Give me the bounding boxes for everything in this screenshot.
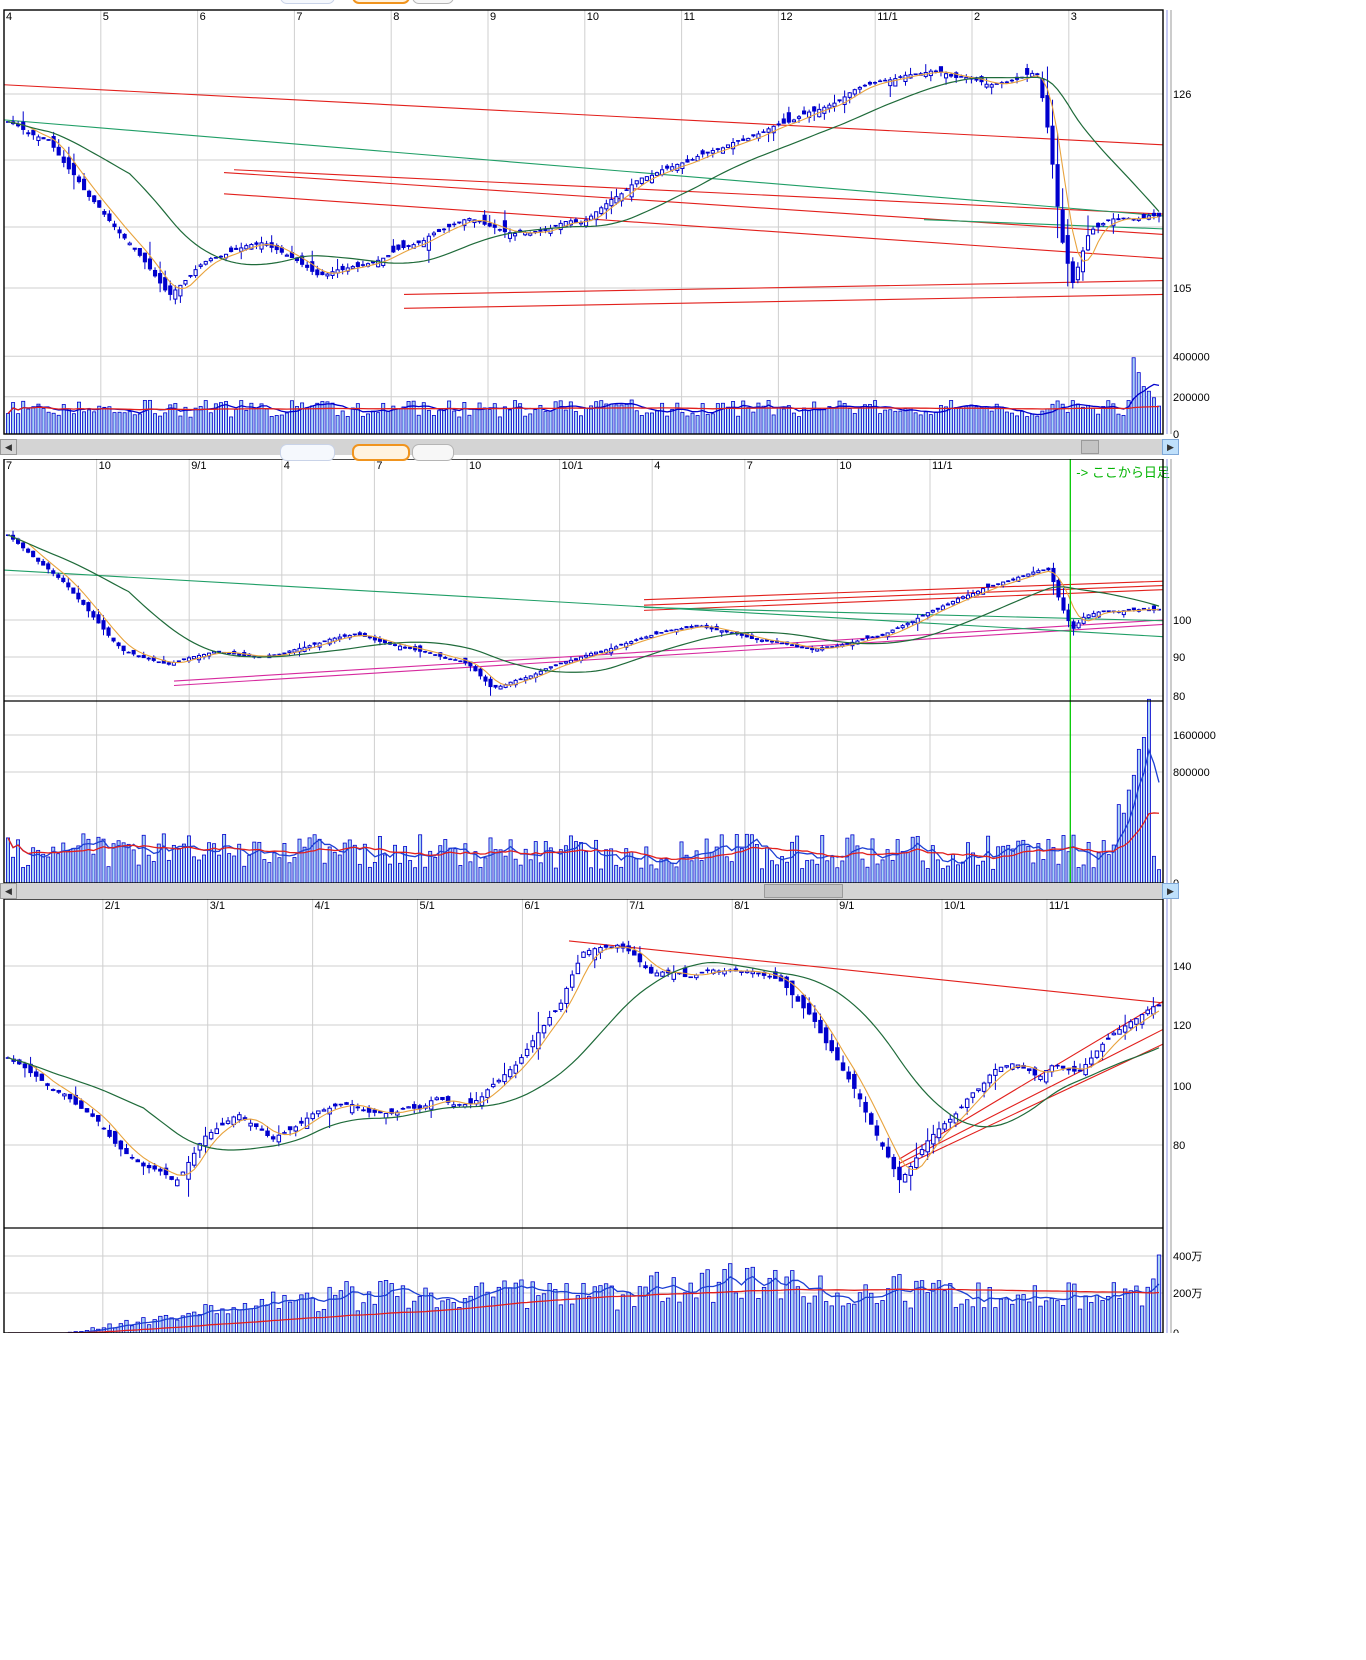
svg-text:7: 7: [296, 11, 302, 23]
svg-text:8/1: 8/1: [734, 900, 749, 912]
svg-text:126: 126: [1173, 89, 1191, 101]
svg-text:400万: 400万: [1173, 1251, 1202, 1263]
svg-text:11: 11: [684, 11, 695, 23]
svg-text:6/1: 6/1: [524, 900, 539, 912]
svg-text:9/1: 9/1: [191, 460, 206, 472]
svg-text:7: 7: [376, 460, 382, 472]
svg-text:11/1: 11/1: [1049, 900, 1070, 912]
svg-text:10: 10: [99, 460, 111, 472]
svg-text:0: 0: [1173, 429, 1179, 439]
svg-text:5: 5: [103, 11, 109, 23]
svg-text:2: 2: [974, 11, 980, 23]
svg-text:6: 6: [200, 11, 206, 23]
svg-text:120: 120: [1173, 1020, 1191, 1032]
svg-text:7/1: 7/1: [629, 900, 644, 912]
svg-text:4/1: 4/1: [315, 900, 330, 912]
svg-text:200000: 200000: [1173, 392, 1210, 404]
svg-text:9: 9: [490, 11, 496, 23]
svg-text:3: 3: [1071, 11, 1077, 23]
svg-text:4: 4: [284, 460, 290, 472]
svg-text:10/1: 10/1: [562, 460, 583, 472]
svg-text:400000: 400000: [1173, 351, 1210, 363]
svg-text:80: 80: [1173, 691, 1185, 703]
svg-text:105: 105: [1173, 283, 1191, 295]
svg-text:100: 100: [1173, 615, 1191, 627]
svg-text:100: 100: [1173, 1081, 1191, 1093]
svg-text:90: 90: [1173, 652, 1185, 664]
svg-text:800000: 800000: [1173, 767, 1210, 779]
svg-text:9/1: 9/1: [839, 900, 854, 912]
svg-text:10: 10: [469, 460, 481, 472]
svg-text:11/1: 11/1: [877, 11, 898, 23]
svg-text:0: 0: [1173, 1328, 1179, 1333]
svg-text:4: 4: [6, 11, 12, 23]
svg-text:5/1: 5/1: [420, 900, 435, 912]
svg-text:11/1: 11/1: [932, 460, 953, 472]
svg-text:10: 10: [839, 460, 851, 472]
svg-text:140: 140: [1173, 961, 1191, 973]
svg-text:7: 7: [6, 460, 12, 472]
svg-text:-> ここから日足: -> ここから日足: [1076, 465, 1170, 480]
svg-text:200万: 200万: [1173, 1288, 1202, 1300]
svg-text:12: 12: [780, 11, 792, 23]
svg-text:1600000: 1600000: [1173, 730, 1216, 742]
svg-text:4: 4: [654, 460, 660, 472]
svg-text:10: 10: [587, 11, 599, 23]
svg-text:7: 7: [747, 460, 753, 472]
svg-text:3/1: 3/1: [210, 900, 225, 912]
svg-text:80: 80: [1173, 1140, 1185, 1152]
svg-text:10/1: 10/1: [944, 900, 965, 912]
svg-text:8: 8: [393, 11, 399, 23]
svg-text:2/1: 2/1: [105, 900, 120, 912]
